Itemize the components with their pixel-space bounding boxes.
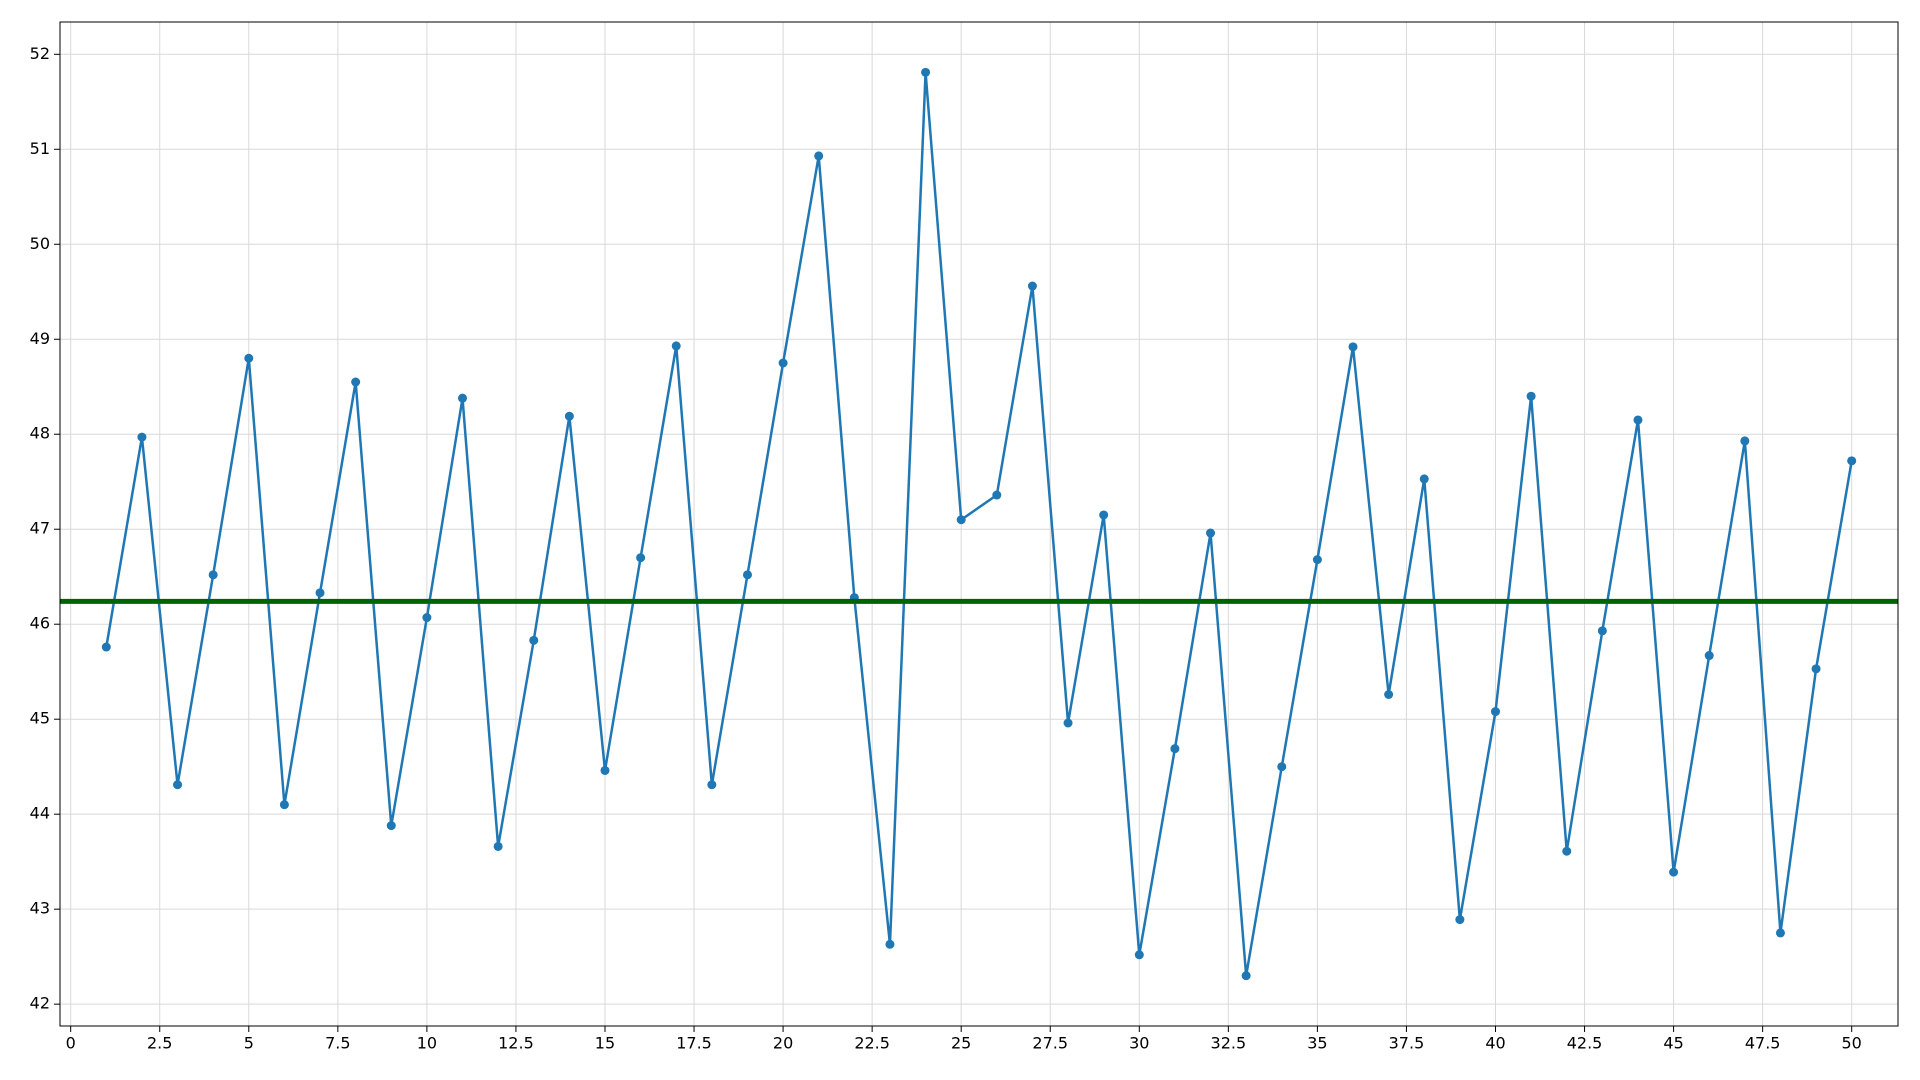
data-point (1312, 555, 1322, 565)
data-point (1241, 971, 1251, 981)
y-tick-label: 47 (30, 519, 50, 538)
data-point (636, 553, 646, 563)
data-point (1277, 762, 1287, 772)
y-tick-label: 43 (30, 899, 50, 918)
y-tick-label: 42 (30, 994, 50, 1013)
data-point (1170, 744, 1180, 754)
data-point (1063, 718, 1073, 728)
data-point (1526, 391, 1536, 401)
data-point (1134, 950, 1144, 960)
y-tick-label: 49 (30, 329, 50, 348)
data-point (778, 358, 788, 368)
data-point (1384, 689, 1394, 699)
x-tick-label: 7.5 (325, 1034, 350, 1053)
data-point (707, 780, 717, 790)
data-point (992, 490, 1002, 500)
data-point (1099, 510, 1109, 520)
y-tick-label: 45 (30, 709, 50, 728)
data-line (105, 72, 1853, 976)
x-tick-label: 20 (773, 1034, 793, 1053)
data-point (137, 432, 147, 442)
data-point (1206, 528, 1216, 538)
x-tick-label: 17.5 (676, 1034, 712, 1053)
data-point (814, 151, 824, 161)
data-point (956, 515, 966, 525)
y-tick-label: 51 (30, 139, 50, 158)
data-point (101, 642, 111, 652)
x-tick-label: 42.5 (1567, 1034, 1603, 1053)
data-point (1027, 281, 1037, 291)
x-tick-label: 47.5 (1745, 1034, 1781, 1053)
data-point (173, 780, 183, 790)
data-point (1704, 651, 1714, 661)
data-point (244, 353, 254, 363)
data-point (1348, 342, 1358, 352)
x-tick-label: 50 (1842, 1034, 1862, 1053)
x-tick-label: 45 (1663, 1034, 1683, 1053)
data-point (386, 821, 396, 831)
x-tick-label: 0 (66, 1034, 76, 1053)
data-point (1811, 664, 1821, 674)
data-point (1740, 436, 1750, 446)
data-point (671, 341, 681, 351)
data-point (279, 800, 289, 810)
data-point (1455, 915, 1465, 925)
y-tick-label: 50 (30, 234, 50, 253)
data-point (885, 939, 895, 949)
data-point (1669, 867, 1679, 877)
data-point (458, 393, 468, 403)
y-tick-label: 52 (30, 44, 50, 63)
x-tick-label: 12.5 (498, 1034, 534, 1053)
data-point (600, 765, 610, 775)
plot-frame (59, 21, 1899, 1027)
x-tick-label: 15 (595, 1034, 615, 1053)
y-tick-label: 44 (30, 804, 50, 823)
data-point (315, 588, 325, 598)
data-point (493, 841, 503, 851)
data-point (564, 411, 574, 421)
x-tick-label: 32.5 (1211, 1034, 1247, 1053)
data-point (1633, 415, 1643, 425)
data-point (1419, 474, 1429, 484)
x-tick-label: 10 (417, 1034, 437, 1053)
data-point (1490, 707, 1500, 717)
x-tick-label: 22.5 (854, 1034, 890, 1053)
data-point (1775, 928, 1785, 938)
data-point (921, 67, 931, 77)
data-point (351, 377, 361, 387)
x-tick-label: 25 (951, 1034, 971, 1053)
x-tick-label: 27.5 (1032, 1034, 1068, 1053)
x-tick-label: 30 (1129, 1034, 1149, 1053)
data-point (742, 570, 752, 580)
x-tick-label: 2.5 (147, 1034, 172, 1053)
data-point (208, 570, 218, 580)
x-tick-label: 5 (244, 1034, 254, 1053)
data-point (1597, 626, 1607, 636)
data-point (422, 613, 432, 623)
y-tick-label: 48 (30, 424, 50, 443)
x-tick-label: 37.5 (1389, 1034, 1425, 1053)
x-tick-label: 35 (1307, 1034, 1327, 1053)
data-point (1562, 846, 1572, 856)
data-point (529, 635, 539, 645)
x-tick-label: 40 (1485, 1034, 1505, 1053)
data-point (1847, 456, 1857, 466)
y-tick-label: 46 (30, 614, 50, 633)
